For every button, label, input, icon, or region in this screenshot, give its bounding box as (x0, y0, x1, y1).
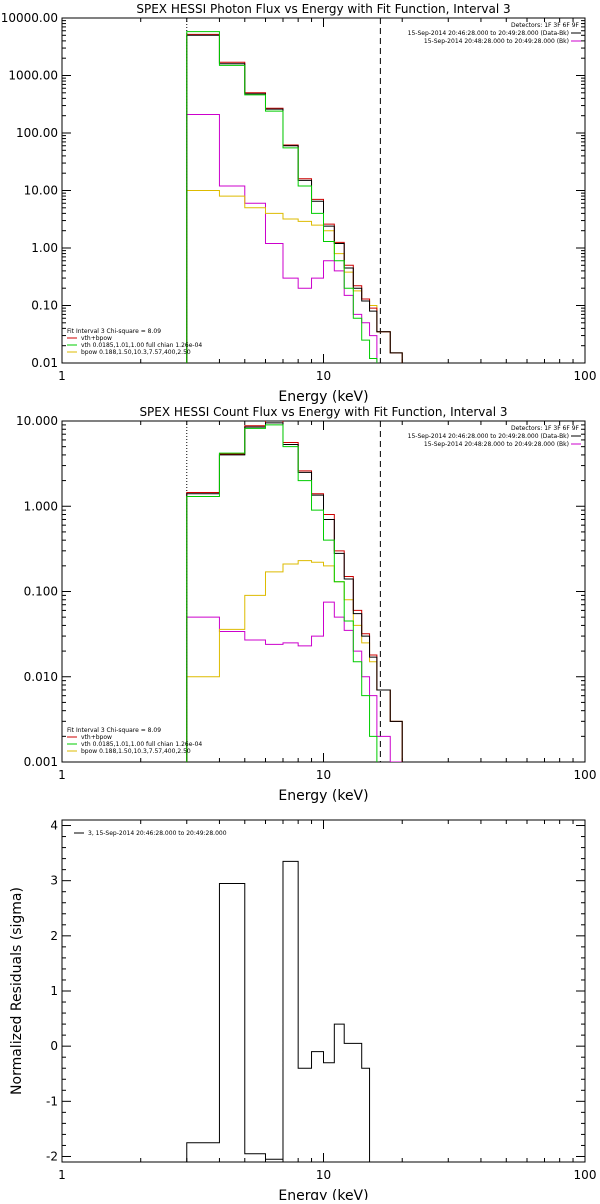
plot-frame (61, 420, 586, 763)
x-tick-label: 100 (574, 768, 597, 782)
x-axis: 1 10 100 (58, 18, 596, 383)
y-axis-label: Normalized Residuals (sigma) (9, 887, 25, 1095)
series-bk (186, 113, 403, 363)
legend-line-3: bpow 0.188,1.50,10.3,7.57,400,2.50 (81, 748, 191, 755)
x-tick-label: 10 (316, 369, 331, 383)
x-tick-label: 100 (574, 369, 597, 383)
legend-detectors: Detectors: 1F 3F 6F 9F (511, 425, 580, 432)
x-axis: 1 10 100 (58, 820, 596, 1182)
x-tick-label: 100 (574, 1168, 597, 1182)
x-tick-label: 10 (316, 768, 331, 782)
x-tick-label: 10 (316, 1168, 331, 1182)
series-total (186, 34, 403, 363)
y-tick-label: 2 (50, 929, 58, 943)
series-bk (186, 601, 403, 762)
plot-frame (61, 17, 586, 364)
legend-line-1: vth+bpow (81, 335, 112, 342)
series-group (186, 860, 371, 1162)
series-group (186, 421, 403, 762)
y-tick-label: 1 (50, 984, 58, 998)
legend-line-1: vth+bpow (81, 734, 112, 741)
legend-residual-interval: 3, 15-Sep-2014 20:46:28.000 to 20:49:28.… (88, 830, 227, 837)
series-bpow (186, 560, 403, 762)
series-total (186, 860, 371, 1162)
legend-bk: 15-Sep-2014 20:48:28.000 to 20:49:28.000… (424, 441, 569, 448)
photon-flux-panel: SPEX HESSI Photon Flux vs Energy with Fi… (1, 2, 597, 405)
y-tick-label: 0 (50, 1039, 58, 1053)
y-tick-label: 0.100 (24, 585, 58, 599)
y-axis: -2 -1 0 1 2 3 4 (46, 819, 585, 1163)
x-tick-label: 1 (58, 768, 66, 782)
y-tick-label: 0.001 (24, 755, 58, 769)
x-axis-label: Energy (keV) (278, 1188, 368, 1200)
series-data (186, 421, 403, 762)
series-vth (186, 424, 403, 762)
plot-title: SPEX HESSI Count Flux vs Energy with Fit… (139, 405, 507, 419)
legend-data-bk: 15-Sep-2014 20:46:28.000 to 20:49:28.000… (408, 30, 569, 37)
y-tick-label: 0.10 (31, 299, 58, 313)
count-flux-panel: SPEX HESSI Count Flux vs Energy with Fit… (16, 405, 596, 804)
legend-line-3: bpow 0.188,1.50,10.3,7.57,400,2.50 (81, 349, 191, 356)
series-group (186, 31, 403, 363)
y-tick-label: 1.00 (31, 241, 58, 255)
legend-line-2: vth 0.0185,1.01,1.00 full chian 1.26e-04 (81, 342, 202, 349)
legend-fit-interval: Fit Interval 3 Chi-square = 8.09 (67, 328, 161, 335)
legend-bottom: Fit Interval 3 Chi-square = 8.09vth+bpow… (67, 727, 202, 755)
y-axis: 0.001 0.010 0.100 1.000 10.000 (16, 414, 585, 769)
series-vth (186, 31, 403, 363)
legend-line-2: vth 0.0185,1.01,1.00 full chian 1.26e-04 (81, 741, 202, 748)
y-tick-label: 10.000 (16, 414, 58, 428)
y-tick-label: 4 (50, 819, 58, 833)
y-tick-label: 3 (50, 874, 58, 888)
plot-frame (61, 819, 586, 1163)
legend-fit-interval: Fit Interval 3 Chi-square = 8.09 (67, 727, 161, 734)
series-data (186, 33, 403, 363)
y-tick-label: 1.000 (24, 499, 58, 513)
legend-bottom: Fit Interval 3 Chi-square = 8.09vth+bpow… (67, 328, 202, 356)
series-bpow (186, 190, 403, 363)
x-axis: 1 10 100 (58, 421, 596, 782)
legend-top: 3, 15-Sep-2014 20:46:28.000 to 20:49:28.… (74, 830, 227, 837)
plot-title: SPEX HESSI Photon Flux vs Energy with Fi… (136, 2, 510, 16)
series-total (186, 422, 403, 762)
x-axis-label: Energy (keV) (278, 389, 368, 405)
legend-data-bk: 15-Sep-2014 20:46:28.000 to 20:49:28.000… (408, 433, 569, 440)
legend-bk: 15-Sep-2014 20:48:28.000 to 20:49:28.000… (424, 38, 569, 45)
legend-detectors: Detectors: 1F 3F 6F 9F (511, 22, 580, 29)
y-tick-label: 10.00 (24, 184, 58, 198)
y-tick-label: -1 (46, 1094, 58, 1108)
y-axis: 0.01 0.10 1.00 10.00 100.00 1000.00 10000.00 (1, 11, 585, 370)
residuals-panel: 1 10 100 Energy (keV) -2 -1 0 1 2 3 4 Normalized Re… (9, 819, 596, 1204)
x-tick-label: 1 (58, 369, 66, 383)
y-tick-label: 0.01 (31, 356, 58, 370)
y-tick-label: 0.010 (24, 670, 58, 684)
x-tick-label: 1 (58, 1168, 66, 1182)
x-axis-label: Energy (keV) (278, 788, 368, 804)
y-tick-label: -2 (46, 1149, 58, 1163)
y-tick-label: 10000.00 (1, 11, 58, 25)
y-tick-label: 100.00 (16, 126, 58, 140)
y-tick-label: 1000.00 (8, 69, 58, 83)
